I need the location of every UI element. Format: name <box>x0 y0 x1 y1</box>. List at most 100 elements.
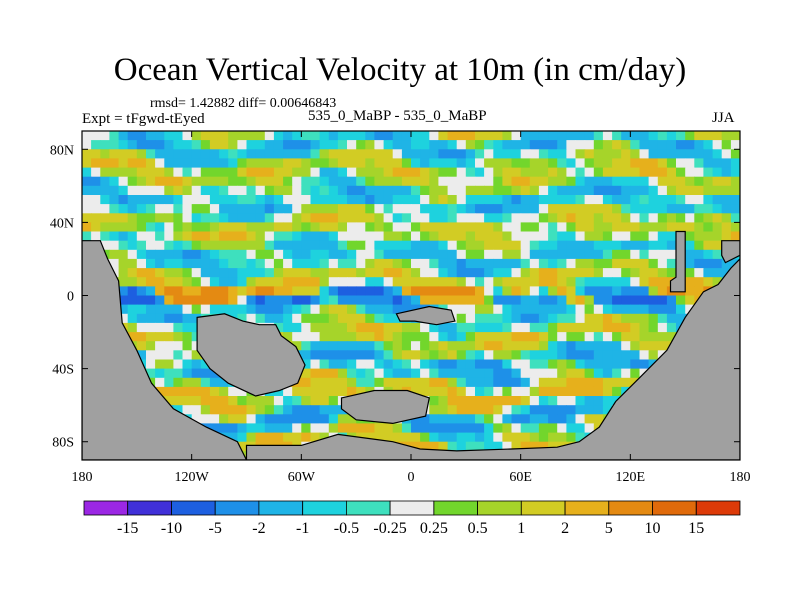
field-cell <box>447 386 458 397</box>
field-cell <box>694 195 704 205</box>
field-cell <box>374 377 385 388</box>
field-cell <box>676 131 686 141</box>
field-cell <box>520 414 531 424</box>
field-cell <box>292 386 302 397</box>
field-cell <box>337 359 348 370</box>
field-cell <box>593 222 604 233</box>
field-cell <box>657 249 668 260</box>
field-cell <box>164 149 174 159</box>
field-cell <box>109 167 120 178</box>
field-cell <box>685 176 695 187</box>
field-cell <box>475 149 485 159</box>
field-cell <box>529 286 540 297</box>
field-cell <box>392 368 403 379</box>
field-cell <box>657 140 668 150</box>
field-cell <box>191 158 202 169</box>
field-cell <box>511 295 522 306</box>
field-cell <box>283 386 293 397</box>
land-west <box>82 240 248 460</box>
field-cell <box>657 322 668 333</box>
field-cell <box>310 295 321 306</box>
field-cell <box>283 167 293 178</box>
field-cell <box>136 149 147 159</box>
field-cell <box>383 295 394 306</box>
field-cell <box>548 396 558 406</box>
field-cell <box>356 185 366 196</box>
field-cell <box>602 131 613 141</box>
field-cell <box>164 377 174 388</box>
colorbar-label: -15 <box>117 520 138 537</box>
field-cell <box>657 341 668 351</box>
field-cell <box>237 149 248 159</box>
field-cell <box>429 377 439 388</box>
field-cell <box>657 131 668 141</box>
field-cell <box>575 167 586 178</box>
field-cell <box>493 204 503 214</box>
field-cell <box>246 176 257 187</box>
field-cell <box>383 341 394 351</box>
field-cell <box>493 313 503 324</box>
field-cell <box>136 249 147 260</box>
field-cell <box>712 158 723 169</box>
field-cell <box>566 167 577 178</box>
season-label: JJA <box>712 110 735 126</box>
field-cell <box>191 204 202 214</box>
field-cell <box>182 258 193 269</box>
field-cell <box>502 322 513 333</box>
field-cell <box>365 231 375 242</box>
field-cell <box>356 304 366 315</box>
field-cell <box>685 167 695 178</box>
field-cell <box>219 268 229 278</box>
field-cell <box>146 322 156 333</box>
field-cell <box>246 423 257 434</box>
field-cell <box>383 140 394 150</box>
field-cell <box>127 176 138 187</box>
field-cell <box>200 176 211 187</box>
field-cell <box>465 432 476 443</box>
field-cell <box>529 313 540 324</box>
field-cell <box>502 441 513 452</box>
field-cell <box>593 341 604 351</box>
field-cell <box>273 268 284 278</box>
colorbar-label: 5 <box>605 520 613 537</box>
field-cell <box>155 304 165 315</box>
field-cell <box>383 350 394 360</box>
field-cell <box>630 149 640 159</box>
field-cell <box>584 386 595 397</box>
field-cell <box>82 131 92 141</box>
field-cell <box>219 240 229 251</box>
field-cell <box>511 377 522 388</box>
field-cell <box>319 377 330 388</box>
field-cell <box>593 377 604 388</box>
field-cell <box>648 204 659 214</box>
field-cell <box>557 277 567 287</box>
field-cell <box>538 441 549 452</box>
field-cell <box>429 167 439 178</box>
field-cell <box>511 359 522 370</box>
field-cell <box>82 195 92 205</box>
field-cell <box>438 368 449 379</box>
field-cell <box>246 396 257 406</box>
field-cell <box>538 158 549 169</box>
colorbar-label: -5 <box>209 520 222 537</box>
field-cell <box>721 204 732 214</box>
field-cell <box>328 295 339 306</box>
field-cell <box>575 286 586 297</box>
field-cell <box>548 368 558 379</box>
field-cell <box>283 158 293 169</box>
strip-east <box>669 230 686 293</box>
field-cell <box>264 213 275 223</box>
field-cell <box>548 359 558 370</box>
colorbar-swatch <box>171 500 216 516</box>
field-cell <box>337 249 348 260</box>
field-cell <box>374 313 385 324</box>
field-cell <box>328 359 339 370</box>
field-cell <box>237 140 248 150</box>
field-cell <box>328 286 339 297</box>
field-cell <box>666 304 677 315</box>
colorbar-swatch <box>564 500 610 516</box>
field-cell <box>219 231 229 242</box>
field-cell <box>493 140 503 150</box>
field-cell <box>356 204 366 214</box>
field-cell <box>712 258 723 269</box>
